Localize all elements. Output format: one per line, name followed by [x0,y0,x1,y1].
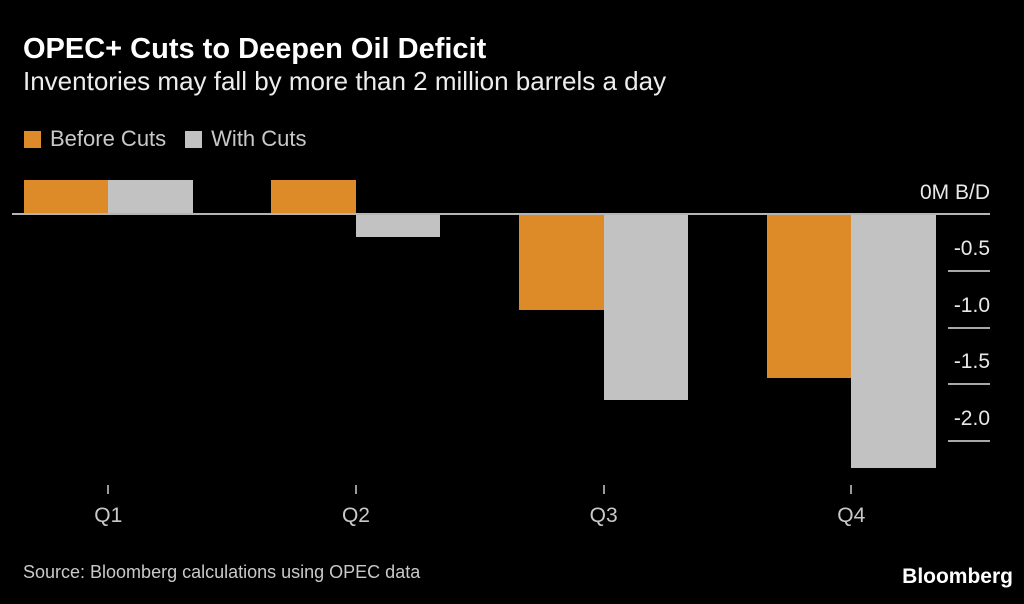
chart-subtitle: Inventories may fall by more than 2 mill… [23,66,667,96]
legend: Before Cuts With Cuts [24,126,307,152]
y-axis-tick-line-2 [948,383,990,386]
bar-before-cuts-q1 [23,180,109,214]
x-axis-tick-q4 [850,485,853,494]
legend-label-with-cuts: With Cuts [211,126,307,151]
zero-baseline [12,213,990,215]
bar-with-cuts-q2 [355,214,441,237]
source-text: Source: Bloomberg calculations using OPE… [23,562,421,582]
bar-with-cuts-q1 [108,180,193,214]
y-axis-tick-label-2: -1.5 [953,350,990,374]
y-axis-tick-line-1 [948,326,990,329]
x-axis-tick-q2 [354,485,357,494]
y-axis-tick-label-3: -2.0 [953,406,990,430]
bar-with-cuts-q3 [603,214,689,401]
y-axis-tick-label-0: -0.5 [953,237,990,261]
legend-swatch-orange-icon [24,130,41,148]
y-axis-tick-line-3 [948,439,990,442]
bar-before-cuts-q3 [519,214,604,310]
x-axis-label-q1: Q1 [94,504,123,527]
y-axis-tick-line-0 [948,270,990,273]
x-axis-tick-q1 [107,485,110,494]
x-axis-tick-q3 [602,485,605,494]
x-axis-label-q3: Q3 [589,504,618,527]
legend-item-with-cuts: With Cuts [185,126,307,152]
x-axis-label-q2: Q2 [341,504,370,527]
chart-title: OPEC+ Cuts to Deepen Oil Deficit [23,33,487,65]
bar-before-cuts-q2 [271,180,356,214]
x-axis-label-q4: Q4 [837,504,866,527]
y-axis-tick-label-1: -1.0 [953,293,990,317]
legend-swatch-gray-icon [185,130,203,148]
bloomberg-logo: Bloomberg [902,565,1013,588]
bar-with-cuts-q4 [851,214,936,468]
legend-item-before-cuts: Before Cuts [24,126,166,152]
bar-before-cuts-q4 [766,214,852,378]
legend-label-before-cuts: Before Cuts [50,126,167,151]
y-axis-zero-label: 0M B/D [919,181,990,204]
